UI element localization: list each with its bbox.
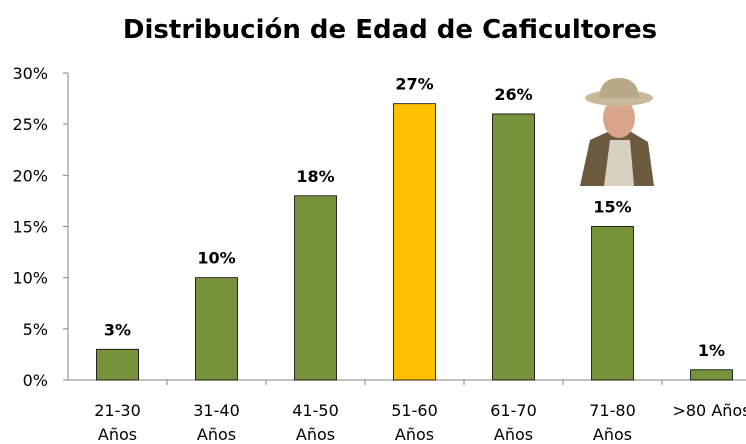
value-label: 26% bbox=[494, 85, 532, 104]
farmer-photo bbox=[578, 78, 654, 186]
y-tick-label: 10% bbox=[12, 269, 48, 288]
bar bbox=[394, 104, 436, 380]
value-label: 18% bbox=[296, 167, 334, 186]
bar bbox=[691, 370, 733, 380]
bar bbox=[196, 278, 238, 380]
chart: Distribución de Edad de Caficultores 0% 5… bbox=[0, 0, 746, 444]
value-label: 3% bbox=[104, 320, 131, 339]
y-tick-label: 20% bbox=[12, 166, 48, 185]
y-tick-label: 15% bbox=[12, 218, 48, 237]
value-label: 10% bbox=[197, 249, 235, 268]
y-tick-label: 5% bbox=[23, 320, 48, 339]
bar bbox=[97, 349, 139, 380]
bar bbox=[295, 196, 337, 380]
y-tick-label: 30% bbox=[12, 64, 48, 83]
y-tick-label: 25% bbox=[12, 115, 48, 134]
chart-title: Distribución de Edad de Caficultores bbox=[123, 15, 657, 45]
y-tick-label: 0% bbox=[23, 371, 48, 390]
value-label: 27% bbox=[395, 75, 433, 94]
bar bbox=[493, 114, 535, 380]
bar bbox=[592, 227, 634, 381]
value-label: 15% bbox=[593, 198, 631, 217]
value-label: 1% bbox=[698, 341, 725, 360]
x-tick-label: >80 Años bbox=[672, 401, 746, 420]
